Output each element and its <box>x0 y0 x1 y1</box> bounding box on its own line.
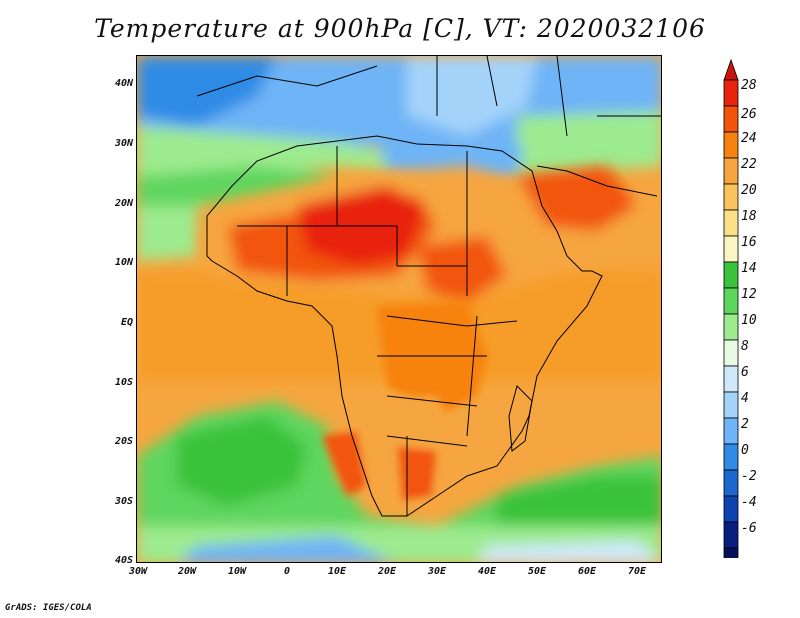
colorbar-over-arrow <box>723 58 739 81</box>
lon-label: 0 <box>283 566 291 577</box>
colorbar-label: 22 <box>741 157 757 172</box>
temperature-map <box>136 55 662 563</box>
colorbar-segment <box>723 313 739 341</box>
colorbar-segment <box>723 521 739 549</box>
colorbar-label: -4 <box>741 495 757 510</box>
lon-label: 50E <box>527 566 547 577</box>
colorbar-segment <box>723 287 739 315</box>
colorbar-segment <box>723 365 739 393</box>
colorbar-segment <box>723 183 739 211</box>
lon-label: 60E <box>577 566 597 577</box>
colorbar-label: 0 <box>741 443 749 458</box>
colorbar-segment <box>723 495 739 523</box>
colorbar-segment <box>723 209 739 237</box>
colorbar-segment <box>723 79 739 107</box>
colorbar-label: -2 <box>741 469 757 484</box>
colorbar-label: 12 <box>741 287 757 302</box>
colorbar-segment <box>723 261 739 289</box>
map-title: Temperature at 900hPa [C], VT: 202003210… <box>94 14 706 43</box>
colorbar-segment <box>723 235 739 263</box>
lon-label: 30E <box>427 566 447 577</box>
lat-label: 40S <box>114 555 133 566</box>
colorbar-segment <box>723 131 739 159</box>
colorbar-segment <box>723 391 739 419</box>
lat-label: 30N <box>114 138 133 149</box>
lat-label: 10N <box>114 257 133 268</box>
colorbar-label: 4 <box>741 391 749 406</box>
colorbar-segment <box>723 417 739 445</box>
lon-label: 30W <box>128 566 148 577</box>
colorbar-segment <box>723 339 739 367</box>
colorbar-label: 28 <box>741 78 757 93</box>
lon-label: 40E <box>477 566 497 577</box>
colorbar-segment <box>723 469 739 497</box>
colorbar-label: 26 <box>741 107 757 122</box>
lon-label: 10W <box>227 566 247 577</box>
colorbar-label: 14 <box>741 261 757 276</box>
lon-label: 10E <box>327 566 347 577</box>
colorbar-segment <box>723 157 739 185</box>
lat-label: EQ <box>120 317 133 328</box>
colorbar-label: 24 <box>741 131 757 146</box>
colorbar-label: 6 <box>741 365 749 380</box>
lon-label: 70E <box>627 566 647 577</box>
colorbar-label: 18 <box>741 209 757 224</box>
lat-label: 20N <box>114 198 133 209</box>
colorbar-segment <box>723 547 739 558</box>
colorbar-label: 8 <box>741 339 749 354</box>
lon-label: 20E <box>377 566 397 577</box>
colorbar-label: -6 <box>741 521 757 536</box>
lat-label: 10S <box>114 377 133 388</box>
colorbar-label: 16 <box>741 235 757 250</box>
colorbar-segment <box>723 105 739 133</box>
colorbar-segment <box>723 443 739 471</box>
lat-label: 20S <box>114 436 133 447</box>
colorbar <box>723 58 739 558</box>
colorbar-label: 2 <box>741 417 749 432</box>
credit-text: GrADS: IGES/COLA <box>5 603 92 613</box>
lon-label: 20W <box>177 566 197 577</box>
colorbar-label: 10 <box>741 313 757 328</box>
lat-label: 40N <box>114 78 133 89</box>
lat-label: 30S <box>114 496 133 507</box>
colorbar-label: 20 <box>741 183 757 198</box>
temperature-field <box>137 56 661 562</box>
